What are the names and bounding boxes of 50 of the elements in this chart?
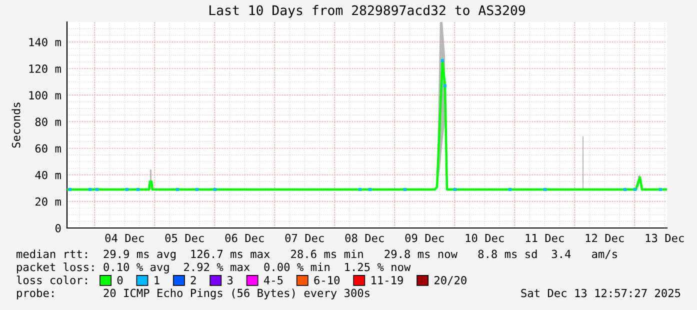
- legend-label: 4-5: [264, 276, 283, 284]
- x-tick-label: 04 Dec: [105, 234, 144, 242]
- x-tick-label: 12 Dec: [586, 234, 624, 242]
- point: [125, 188, 129, 192]
- legend-label: 11-19: [372, 276, 403, 284]
- line-series: [67, 59, 667, 191]
- legend-label: 20/20: [434, 276, 466, 286]
- point: [440, 58, 444, 62]
- text: packet loss: 0.10 % avg 2.92 % max 0.00 % min 1.25 % now: [17, 262, 411, 274]
- x-tick-label: 11 Dec: [526, 234, 564, 242]
- legend-label: 3: [227, 276, 233, 284]
- x-tick-label: 07 Dec: [285, 234, 324, 242]
- legend-title: loss color:: [16, 276, 87, 284]
- y-tick-label: 120 m: [29, 64, 61, 73]
- text: Sat Dec 13 12:57:27 2025: [521, 288, 680, 298]
- point: [623, 188, 627, 192]
- point: [543, 188, 547, 192]
- text: median rtt: 29.9 ms avg 126.7 ms max 28.6 ms min 29.8 ms now 8.8 ms sd 3.4 am/s: [16, 250, 617, 260]
- y-tick-label: 40 m: [35, 170, 61, 180]
- point: [508, 188, 512, 192]
- legend-label: 6-10: [314, 276, 340, 284]
- x-tick-label: 13 Dec: [646, 234, 684, 242]
- legend-label: 2: [190, 276, 196, 284]
- y-axis-title: Seconds: [12, 102, 20, 148]
- y-tick-label: 80 m: [35, 118, 61, 126]
- x-tick-label: 06 Dec: [225, 234, 264, 242]
- point: [88, 188, 92, 192]
- point: [195, 188, 199, 192]
- legend-label: 1: [154, 276, 160, 284]
- point: [368, 188, 372, 192]
- y-tick-label: 60 m: [35, 144, 61, 153]
- point: [658, 188, 662, 192]
- x-tick-label: 05 Dec: [165, 234, 204, 242]
- point: [176, 188, 180, 192]
- point: [358, 188, 362, 192]
- y-tick-label: 100 m: [29, 91, 61, 100]
- point: [68, 188, 72, 192]
- point: [95, 188, 99, 192]
- x-tick-label: 09 Dec: [405, 234, 444, 242]
- legend-label: 0: [117, 276, 123, 284]
- y-tick-label: 140 m: [29, 38, 61, 46]
- point: [403, 188, 407, 192]
- x-tick-label: 10 Dec: [466, 234, 504, 242]
- text: probe: 20 ICMP Echo Pings (56 Bytes) every 300s: [17, 288, 370, 300]
- point: [443, 84, 447, 88]
- x-tick-label: 08 Dec: [345, 234, 384, 242]
- chart-title: Last 10 Days from 2829897acd32 to AS3209: [210, 5, 525, 18]
- y-tick-label: 0: [55, 224, 61, 232]
- point: [136, 188, 140, 192]
- y-tick-label: 20 m: [36, 197, 61, 206]
